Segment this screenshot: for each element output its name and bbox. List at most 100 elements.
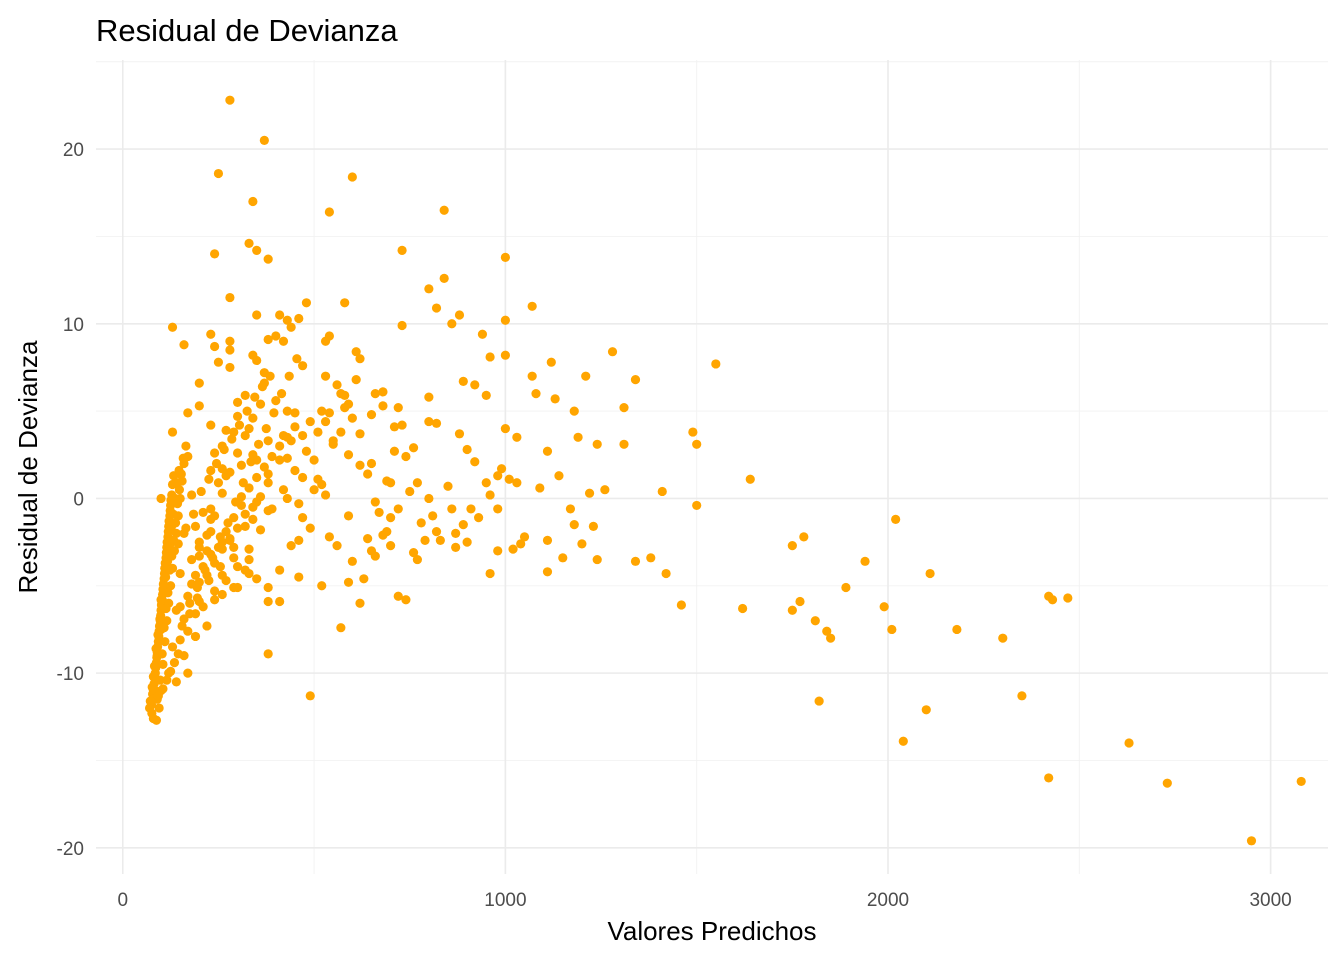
data-point	[324, 408, 334, 418]
data-point	[223, 518, 233, 528]
data-point	[588, 521, 598, 531]
data-point	[558, 553, 568, 563]
x-axis-title: Valores Predichos	[607, 916, 816, 946]
data-point	[263, 254, 273, 264]
data-point	[676, 600, 686, 610]
data-point	[646, 553, 656, 563]
data-point	[546, 357, 556, 367]
data-point	[286, 322, 296, 332]
data-point	[217, 570, 227, 580]
data-point	[151, 715, 162, 725]
y-tick-label: 20	[63, 140, 84, 161]
data-point	[692, 439, 702, 449]
data-point	[366, 409, 377, 420]
data-point	[148, 672, 158, 682]
data-point	[252, 574, 262, 584]
data-point	[493, 471, 503, 481]
data-point	[328, 439, 338, 449]
data-point	[154, 703, 164, 713]
data-point	[194, 401, 204, 411]
data-point	[153, 691, 163, 701]
data-point	[248, 502, 258, 512]
data-point	[263, 596, 273, 607]
data-point	[284, 371, 294, 381]
data-point	[309, 485, 319, 495]
data-point	[1246, 836, 1257, 846]
data-point	[162, 616, 172, 626]
data-point	[382, 527, 392, 537]
data-point	[408, 443, 419, 453]
data-point	[244, 238, 254, 249]
data-point	[527, 301, 537, 311]
data-point	[183, 668, 193, 678]
data-point	[370, 497, 380, 507]
data-point	[500, 252, 510, 262]
data-point	[424, 416, 434, 427]
data-point	[159, 623, 169, 633]
data-point	[271, 331, 281, 341]
data-point	[412, 478, 422, 488]
data-point	[225, 345, 235, 355]
data-point	[234, 420, 245, 430]
data-point	[275, 455, 285, 465]
data-point	[317, 479, 327, 490]
data-point	[355, 598, 365, 608]
data-point	[320, 336, 331, 346]
data-point	[431, 303, 442, 313]
data-point	[248, 450, 258, 460]
data-point	[355, 354, 365, 364]
data-point	[232, 582, 243, 593]
data-point	[298, 472, 308, 483]
data-point	[167, 551, 177, 561]
data-point	[431, 527, 442, 537]
data-point	[248, 514, 258, 525]
data-point	[259, 462, 269, 472]
data-point	[301, 446, 312, 456]
data-point	[210, 448, 220, 458]
data-point	[822, 626, 832, 636]
data-point	[592, 554, 602, 565]
data-point	[162, 675, 172, 685]
data-point	[386, 513, 396, 523]
data-point	[252, 472, 262, 483]
data-point	[500, 315, 510, 325]
data-point	[190, 631, 201, 642]
data-point	[173, 539, 183, 549]
data-point	[255, 525, 266, 535]
data-point	[158, 684, 168, 694]
y-tick-label: 0	[73, 489, 84, 510]
data-point	[416, 518, 426, 528]
data-point	[267, 451, 277, 462]
data-point	[630, 375, 641, 385]
data-point	[171, 528, 181, 538]
data-point	[921, 705, 931, 715]
data-point	[292, 354, 302, 364]
x-tick-label: 1000	[484, 890, 526, 911]
data-point	[431, 418, 442, 428]
data-point	[439, 205, 449, 215]
data-point	[481, 478, 491, 488]
data-point	[229, 427, 239, 437]
data-point	[826, 633, 836, 643]
data-point	[177, 621, 187, 631]
data-point	[213, 357, 224, 367]
data-point	[255, 399, 266, 409]
data-point	[194, 596, 204, 607]
data-point	[187, 490, 197, 500]
data-point	[378, 387, 388, 397]
data-point	[711, 359, 721, 369]
data-point	[158, 579, 168, 589]
data-point	[163, 588, 173, 598]
data-point	[343, 450, 354, 460]
data-point	[531, 389, 541, 399]
data-point	[187, 554, 197, 565]
data-point	[332, 541, 342, 551]
data-point	[810, 616, 820, 626]
data-point	[343, 577, 354, 587]
data-point	[879, 602, 889, 612]
data-point	[175, 568, 185, 579]
data-points	[144, 95, 1306, 846]
data-point	[250, 392, 260, 402]
data-point	[408, 547, 419, 558]
data-point	[178, 453, 188, 463]
